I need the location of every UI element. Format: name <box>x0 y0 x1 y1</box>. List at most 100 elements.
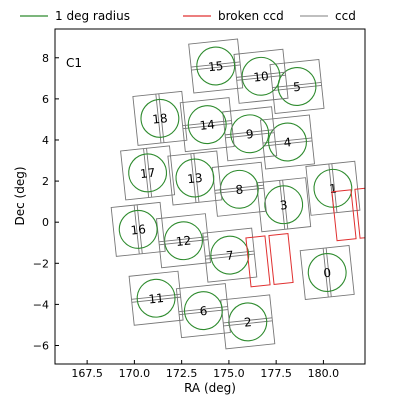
radius-circle <box>268 122 307 162</box>
ccd-gap-line <box>236 71 286 78</box>
pointing-id: 16 <box>130 222 147 238</box>
x-tick-label: 172.5 <box>166 367 198 380</box>
radius-circle <box>230 114 270 154</box>
y-tick-label: 2 <box>42 175 49 188</box>
ccd-pointing: 17 <box>120 145 176 201</box>
pointing-id: 6 <box>199 304 208 319</box>
ccd-gap-line <box>205 250 255 257</box>
legend-label: ccd <box>335 9 356 23</box>
radius-circle <box>187 105 227 145</box>
ccd-footprint <box>305 160 361 216</box>
y-tick-label: −4 <box>33 298 49 311</box>
ccd-gap-line <box>182 123 232 130</box>
ccd-gap-line <box>223 317 273 324</box>
ccd-footprint <box>233 48 289 104</box>
pointing-id: 2 <box>243 315 252 330</box>
pointing-id: 10 <box>253 69 270 85</box>
ccd-gap-line <box>131 296 181 303</box>
plot-area <box>55 29 365 364</box>
ccd-gap-line <box>331 163 338 213</box>
axes: 167.5 170.0 172.5 175.0 177.5 180.0 −6 −4 −2 0 2 4 6… <box>33 52 339 380</box>
pointing-id: 18 <box>152 111 169 127</box>
legend: 1 deg radius broken ccd ccd <box>20 9 356 23</box>
ccd-pointing: 8 <box>211 161 267 217</box>
ccd-gap-line <box>322 248 329 298</box>
pointing-id: 4 <box>283 135 292 150</box>
y-tick-label: 6 <box>42 93 49 106</box>
ccd-footprint <box>128 270 184 326</box>
ccd-pointing: 14 <box>179 97 235 153</box>
pointing-id: 15 <box>207 59 224 75</box>
x-tick-label: 180.0 <box>308 367 340 380</box>
ccd-pointing: 16 <box>110 201 166 257</box>
radius-circle <box>307 253 347 292</box>
ccd-footprint <box>256 177 312 233</box>
radius-circle <box>196 46 236 86</box>
ccd-pointing: 10 <box>233 48 289 104</box>
ccd-pointing: 15 <box>188 38 244 94</box>
pointing-id: 13 <box>187 171 204 187</box>
ccd-pointing: 12 <box>155 213 212 269</box>
ccd-gap-line <box>143 148 150 198</box>
ccd-gap-line <box>158 93 165 143</box>
radius-circle <box>118 209 158 249</box>
ccd-footprint <box>259 114 316 170</box>
radius-circle <box>219 169 259 209</box>
pointing-id: 11 <box>148 291 165 307</box>
ccd-pointing: 3 <box>256 177 312 233</box>
radius-circle <box>175 158 215 198</box>
y-tick-label: −6 <box>33 340 49 353</box>
broken-ccd-pointing <box>245 233 294 288</box>
ccd-gap-line <box>146 148 153 198</box>
ccd-gap-line <box>272 84 322 92</box>
legend-label: broken ccd <box>218 9 284 23</box>
y-tick-label: 4 <box>42 134 49 147</box>
ccd-gap-line <box>279 180 286 230</box>
radius-circle <box>183 291 223 331</box>
ccd-pointing: 11 <box>128 270 184 326</box>
ccd-pointing: 5 <box>269 58 325 115</box>
ccd-gap-line <box>155 94 162 144</box>
ccd-footprint <box>299 244 355 301</box>
ccd-footprint <box>155 213 212 269</box>
x-axis-label: RA (deg) <box>184 381 236 395</box>
ccd-gap-line <box>272 81 322 89</box>
radius-circle <box>140 98 180 138</box>
radius-circle <box>210 235 250 275</box>
panel-annotation: C1 <box>66 56 82 70</box>
ccd-gap-line <box>193 153 200 203</box>
ccd-footprint <box>167 150 223 206</box>
ccd-gap-line <box>223 320 273 327</box>
ccd-gap-line <box>158 236 208 243</box>
x-tick-label: 177.5 <box>260 367 292 380</box>
y-tick-label: −2 <box>33 257 49 270</box>
pointing-id: 8 <box>235 182 244 197</box>
pointing-id: 17 <box>139 166 156 182</box>
plot-frame <box>54 28 366 365</box>
ccd-gap-line <box>325 247 332 297</box>
ccd-pointing: 2 <box>220 294 276 350</box>
ccd-gap-line <box>182 120 232 127</box>
broken-ccd-right <box>268 233 294 285</box>
pointing-id: 5 <box>293 80 302 95</box>
pointing-id: 3 <box>279 198 288 213</box>
ccd-gap-line <box>133 205 140 255</box>
y-tick-label: 8 <box>42 52 49 65</box>
broken-ccd-right <box>354 186 365 239</box>
ccd-gap-line <box>136 204 143 254</box>
ccd-gap-line <box>205 253 255 260</box>
ccd-footprint <box>120 145 176 201</box>
pointing-id: 7 <box>225 248 234 263</box>
broken-ccd-pointing <box>331 186 365 242</box>
ccd-gap-line <box>236 74 286 81</box>
x-tick-label: 167.5 <box>71 367 103 380</box>
ccd-gap-line <box>131 293 181 300</box>
ccd-gap-line <box>159 239 209 246</box>
ccd-gap-line <box>282 180 289 230</box>
pointing-id: 14 <box>199 117 216 133</box>
ccd-footprint <box>220 294 276 350</box>
pointing-id: 12 <box>175 233 192 249</box>
broken-ccd-left <box>245 235 271 288</box>
ccd-footprint <box>202 227 258 283</box>
